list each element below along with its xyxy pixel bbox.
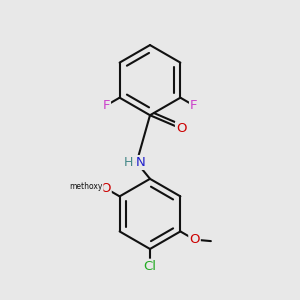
Text: O: O xyxy=(100,182,111,195)
Text: H: H xyxy=(124,156,133,169)
Text: O: O xyxy=(176,122,187,135)
Text: O: O xyxy=(189,233,200,246)
Text: F: F xyxy=(103,99,110,112)
Text: Cl: Cl xyxy=(143,260,157,273)
Text: methoxy: methoxy xyxy=(70,182,103,191)
Text: F: F xyxy=(190,99,197,112)
Text: N: N xyxy=(136,156,146,169)
